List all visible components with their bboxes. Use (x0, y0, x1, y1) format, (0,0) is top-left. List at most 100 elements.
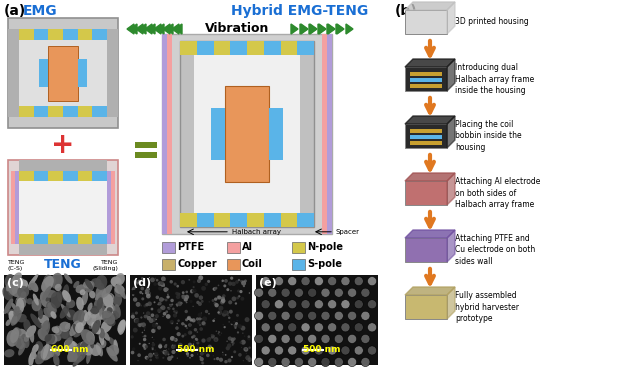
Bar (196, 213, 214, 227)
Bar (405, 295, 447, 319)
Ellipse shape (190, 324, 192, 325)
Ellipse shape (214, 318, 216, 319)
Ellipse shape (186, 352, 189, 355)
Ellipse shape (154, 349, 156, 351)
Ellipse shape (321, 334, 330, 343)
Ellipse shape (228, 282, 232, 286)
Ellipse shape (153, 282, 157, 286)
Ellipse shape (31, 345, 36, 359)
Polygon shape (130, 24, 137, 34)
Ellipse shape (62, 290, 71, 302)
Text: TENG: TENG (8, 260, 26, 265)
Text: Placing the coil
bobbin inside the
housing: Placing the coil bobbin inside the housi… (455, 120, 522, 152)
Ellipse shape (328, 277, 337, 286)
Ellipse shape (77, 342, 87, 353)
Ellipse shape (248, 335, 250, 338)
Ellipse shape (163, 312, 166, 316)
Ellipse shape (288, 323, 297, 332)
Ellipse shape (328, 323, 337, 332)
Bar (196, 41, 214, 55)
Ellipse shape (158, 302, 162, 306)
Ellipse shape (16, 278, 25, 288)
Ellipse shape (8, 279, 15, 292)
Ellipse shape (248, 346, 251, 349)
Ellipse shape (163, 357, 164, 359)
Ellipse shape (184, 325, 187, 327)
Ellipse shape (103, 294, 114, 307)
Ellipse shape (107, 307, 113, 313)
Ellipse shape (152, 343, 156, 346)
Ellipse shape (218, 311, 220, 314)
Text: Hybrid EMG-TENG: Hybrid EMG-TENG (232, 4, 369, 18)
Ellipse shape (165, 310, 168, 313)
Ellipse shape (169, 304, 171, 306)
Ellipse shape (67, 346, 79, 362)
Ellipse shape (108, 337, 116, 347)
Ellipse shape (308, 357, 317, 367)
Ellipse shape (143, 338, 147, 341)
Ellipse shape (222, 352, 223, 353)
Ellipse shape (172, 307, 175, 310)
Ellipse shape (232, 296, 236, 301)
Ellipse shape (150, 313, 154, 317)
Ellipse shape (18, 343, 26, 356)
Ellipse shape (197, 279, 201, 283)
Bar (194, 50, 300, 218)
Ellipse shape (184, 297, 188, 302)
Ellipse shape (90, 339, 94, 349)
Text: S-pole: S-pole (307, 259, 342, 269)
Ellipse shape (80, 341, 93, 356)
Ellipse shape (228, 321, 230, 323)
Ellipse shape (275, 300, 284, 309)
Ellipse shape (140, 323, 143, 326)
Ellipse shape (104, 293, 114, 307)
Ellipse shape (166, 288, 169, 291)
Ellipse shape (96, 314, 101, 326)
Ellipse shape (12, 272, 22, 284)
Ellipse shape (131, 351, 134, 354)
Ellipse shape (38, 307, 43, 319)
Bar (8, 18, 118, 128)
Ellipse shape (156, 279, 159, 282)
Ellipse shape (116, 283, 122, 289)
Ellipse shape (92, 307, 102, 323)
Ellipse shape (184, 310, 188, 313)
Ellipse shape (261, 300, 270, 309)
Ellipse shape (141, 293, 143, 295)
Ellipse shape (228, 317, 230, 319)
Ellipse shape (30, 352, 37, 359)
Ellipse shape (321, 357, 330, 367)
Ellipse shape (42, 286, 51, 300)
Ellipse shape (145, 289, 148, 292)
Polygon shape (139, 24, 146, 34)
Ellipse shape (79, 338, 90, 352)
Ellipse shape (281, 311, 290, 320)
Ellipse shape (288, 277, 297, 286)
Ellipse shape (131, 314, 135, 319)
Ellipse shape (196, 331, 198, 333)
Ellipse shape (215, 305, 217, 307)
Ellipse shape (354, 277, 364, 286)
Ellipse shape (227, 288, 229, 291)
Ellipse shape (170, 320, 174, 324)
Ellipse shape (67, 351, 77, 362)
Ellipse shape (235, 280, 239, 284)
Ellipse shape (232, 337, 234, 339)
Ellipse shape (214, 302, 217, 305)
Ellipse shape (244, 279, 247, 282)
Ellipse shape (55, 284, 61, 291)
Ellipse shape (62, 284, 69, 301)
Ellipse shape (222, 294, 225, 298)
Ellipse shape (246, 355, 250, 360)
Ellipse shape (206, 353, 210, 357)
Ellipse shape (189, 324, 192, 327)
Ellipse shape (82, 291, 88, 305)
Bar (11, 171, 15, 244)
Bar (47, 46, 79, 101)
Ellipse shape (203, 362, 204, 363)
Ellipse shape (73, 347, 86, 363)
Ellipse shape (166, 314, 171, 319)
Bar (92, 106, 107, 117)
Ellipse shape (239, 290, 243, 293)
Bar (180, 213, 196, 227)
